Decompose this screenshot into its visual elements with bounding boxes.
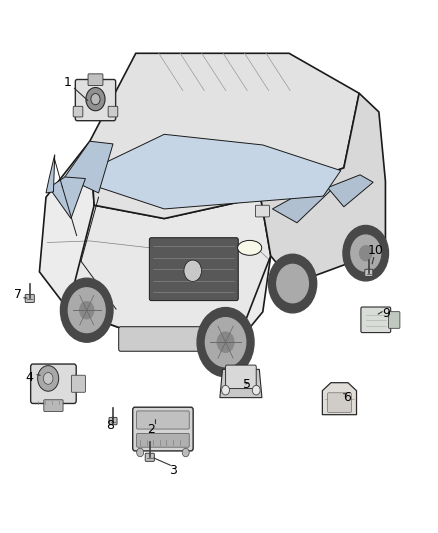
FancyBboxPatch shape: [226, 365, 256, 389]
Ellipse shape: [237, 240, 261, 255]
Circle shape: [197, 308, 254, 377]
Polygon shape: [68, 197, 271, 344]
FancyBboxPatch shape: [44, 400, 63, 411]
Text: 6: 6: [343, 391, 351, 403]
Circle shape: [343, 225, 389, 281]
Circle shape: [68, 288, 105, 333]
Circle shape: [222, 385, 230, 395]
Circle shape: [60, 278, 113, 342]
Circle shape: [360, 246, 372, 261]
FancyBboxPatch shape: [145, 453, 154, 462]
Circle shape: [43, 373, 53, 384]
Text: 4: 4: [26, 371, 34, 384]
Text: 7: 7: [14, 288, 22, 301]
FancyBboxPatch shape: [361, 307, 391, 333]
Circle shape: [217, 332, 234, 352]
FancyBboxPatch shape: [88, 74, 103, 86]
Polygon shape: [39, 141, 271, 344]
Circle shape: [277, 264, 308, 303]
Polygon shape: [49, 177, 85, 219]
Circle shape: [268, 254, 317, 313]
Polygon shape: [322, 383, 357, 415]
Circle shape: [182, 448, 189, 457]
FancyBboxPatch shape: [328, 393, 351, 413]
Polygon shape: [100, 134, 341, 209]
FancyBboxPatch shape: [75, 79, 116, 120]
Circle shape: [80, 302, 94, 319]
FancyBboxPatch shape: [137, 433, 189, 447]
Circle shape: [38, 366, 59, 391]
Polygon shape: [261, 93, 385, 284]
FancyBboxPatch shape: [31, 364, 76, 403]
Circle shape: [351, 235, 381, 271]
Polygon shape: [220, 369, 262, 398]
Text: 8: 8: [106, 419, 114, 432]
Text: 9: 9: [382, 307, 390, 320]
FancyBboxPatch shape: [71, 375, 85, 392]
FancyBboxPatch shape: [108, 106, 118, 117]
FancyBboxPatch shape: [149, 238, 238, 301]
FancyBboxPatch shape: [137, 411, 189, 429]
Polygon shape: [65, 141, 113, 193]
FancyBboxPatch shape: [25, 294, 34, 303]
Polygon shape: [90, 53, 359, 219]
Polygon shape: [46, 155, 55, 193]
Text: 5: 5: [244, 378, 251, 391]
FancyBboxPatch shape: [255, 205, 269, 217]
FancyBboxPatch shape: [119, 327, 238, 351]
Text: 2: 2: [147, 423, 155, 435]
FancyBboxPatch shape: [365, 269, 373, 277]
Text: 1: 1: [64, 76, 72, 89]
Circle shape: [91, 94, 100, 104]
Polygon shape: [272, 184, 334, 223]
Circle shape: [86, 87, 105, 111]
FancyBboxPatch shape: [109, 417, 117, 425]
FancyBboxPatch shape: [73, 106, 83, 117]
Circle shape: [252, 385, 260, 395]
Circle shape: [205, 318, 246, 367]
Text: 3: 3: [169, 464, 177, 477]
FancyBboxPatch shape: [133, 407, 193, 451]
Circle shape: [184, 260, 201, 281]
FancyBboxPatch shape: [389, 312, 400, 328]
Polygon shape: [328, 175, 373, 207]
Circle shape: [137, 448, 144, 457]
Text: 10: 10: [368, 244, 384, 257]
